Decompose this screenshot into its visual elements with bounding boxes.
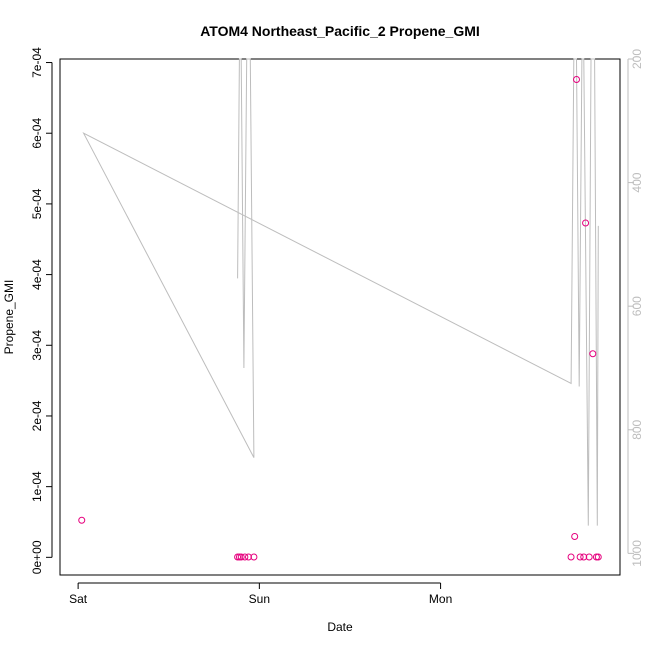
data-point xyxy=(241,553,249,561)
y-tick-label: 4e-04 xyxy=(30,259,44,290)
y2-tick-label: 200 xyxy=(630,49,644,69)
chart-title: ATOM4 Northeast_Pacific_2 Propene_GMI xyxy=(200,23,480,39)
data-point xyxy=(234,553,242,561)
y-tick-label: 3e-04 xyxy=(30,330,44,361)
y-tick-label: 1e-04 xyxy=(30,471,44,502)
data-point xyxy=(585,553,593,561)
data-point xyxy=(580,553,588,561)
data-point xyxy=(589,350,597,358)
y-axis-label: Propene_GMI xyxy=(2,280,16,355)
plot-area: 0e+00 1e-04 2e-04 3e-04 4e-04 5e-04 6e-04 7e-04… xyxy=(30,47,644,606)
x-tick-label: Sat xyxy=(69,592,88,606)
y2-tick-label: 600 xyxy=(630,296,644,316)
data-point xyxy=(576,553,584,561)
data-point xyxy=(235,553,243,561)
y-tick-label: 5e-04 xyxy=(30,188,44,219)
series-line xyxy=(82,58,599,526)
y-tick-label: 2e-04 xyxy=(30,400,44,431)
data-point xyxy=(237,553,245,561)
data-point xyxy=(244,553,252,561)
y-tick-label: 6e-04 xyxy=(30,118,44,149)
data-point xyxy=(571,532,579,540)
data-point xyxy=(582,219,590,227)
y-tick-label: 0e+00 xyxy=(30,540,44,574)
x-axis-label: Date xyxy=(327,620,353,634)
x-tick-label: Mon xyxy=(429,592,452,606)
y2-tick-label: 400 xyxy=(630,172,644,192)
y2-tick-label: 800 xyxy=(630,419,644,439)
y-tick-label: 7e-04 xyxy=(30,47,44,78)
y2-tick-label: 1000 xyxy=(630,540,644,567)
x-tick-label: Sun xyxy=(249,592,270,606)
data-point xyxy=(250,553,258,561)
data-point xyxy=(594,553,602,561)
data-point xyxy=(592,553,600,561)
data-point xyxy=(573,75,581,83)
plot-frame xyxy=(59,58,621,576)
data-point xyxy=(567,553,575,561)
data-point xyxy=(78,516,86,524)
